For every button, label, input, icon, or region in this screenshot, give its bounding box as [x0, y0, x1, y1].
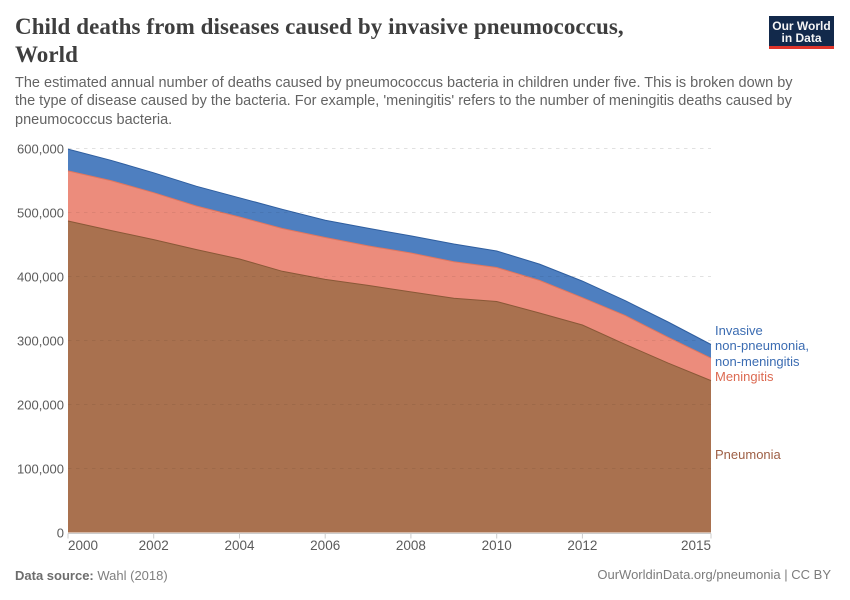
svg-text:2002: 2002 — [139, 538, 169, 553]
svg-text:2010: 2010 — [482, 538, 512, 553]
svg-text:500,000: 500,000 — [17, 206, 64, 221]
svg-text:2012: 2012 — [567, 538, 597, 553]
svg-text:0: 0 — [57, 526, 64, 541]
svg-text:2008: 2008 — [396, 538, 426, 553]
svg-text:600,000: 600,000 — [17, 142, 64, 157]
svg-text:400,000: 400,000 — [17, 270, 64, 285]
svg-text:100,000: 100,000 — [17, 462, 64, 477]
svg-text:300,000: 300,000 — [17, 334, 64, 349]
svg-text:2006: 2006 — [310, 538, 340, 553]
svg-text:2004: 2004 — [224, 538, 255, 553]
svg-text:2000: 2000 — [68, 538, 98, 553]
svg-text:2015: 2015 — [681, 538, 711, 553]
svg-text:200,000: 200,000 — [17, 398, 64, 413]
